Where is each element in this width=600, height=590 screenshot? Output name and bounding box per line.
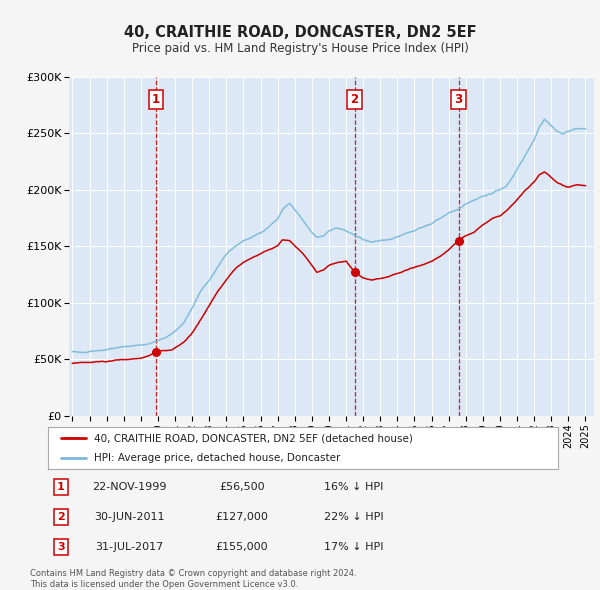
Text: 22% ↓ HPI: 22% ↓ HPI — [324, 512, 384, 522]
Text: £155,000: £155,000 — [215, 542, 268, 552]
Text: 40, CRAITHIE ROAD, DONCASTER, DN2 5EF: 40, CRAITHIE ROAD, DONCASTER, DN2 5EF — [124, 25, 476, 40]
Text: 2: 2 — [57, 512, 65, 522]
Text: 30-JUN-2011: 30-JUN-2011 — [94, 512, 165, 522]
Text: HPI: Average price, detached house, Doncaster: HPI: Average price, detached house, Donc… — [94, 453, 340, 463]
Text: 3: 3 — [455, 93, 463, 106]
Text: Price paid vs. HM Land Registry's House Price Index (HPI): Price paid vs. HM Land Registry's House … — [131, 42, 469, 55]
Text: £56,500: £56,500 — [219, 481, 265, 491]
Text: 1: 1 — [152, 93, 160, 106]
Text: 22-NOV-1999: 22-NOV-1999 — [92, 481, 167, 491]
Text: 40, CRAITHIE ROAD, DONCASTER, DN2 5EF (detached house): 40, CRAITHIE ROAD, DONCASTER, DN2 5EF (d… — [94, 433, 413, 443]
Text: 2: 2 — [350, 93, 359, 106]
Text: £127,000: £127,000 — [215, 512, 268, 522]
Text: 16% ↓ HPI: 16% ↓ HPI — [325, 481, 383, 491]
Text: 17% ↓ HPI: 17% ↓ HPI — [324, 542, 384, 552]
Text: 1: 1 — [57, 481, 65, 491]
Text: Contains HM Land Registry data © Crown copyright and database right 2024.
This d: Contains HM Land Registry data © Crown c… — [30, 569, 356, 589]
Text: 3: 3 — [57, 542, 65, 552]
Text: 31-JUL-2017: 31-JUL-2017 — [95, 542, 164, 552]
